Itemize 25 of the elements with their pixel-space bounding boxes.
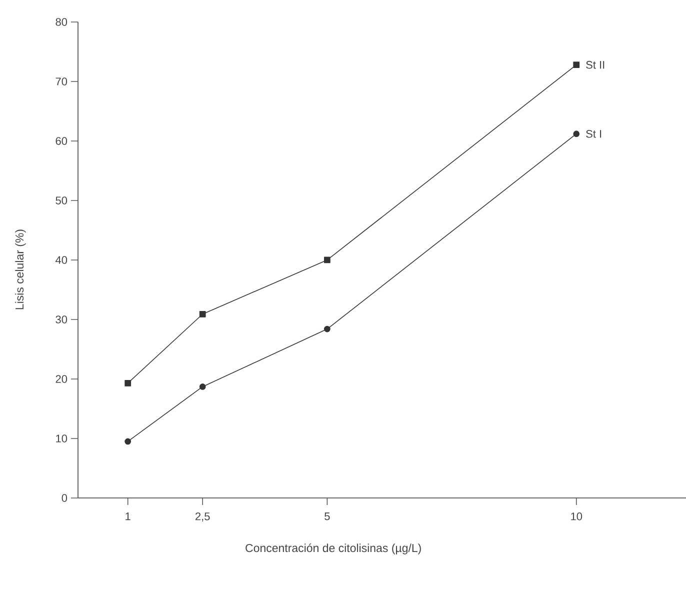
x-tick-label: 1	[126, 512, 130, 520]
y-tick-label: 60	[56, 137, 68, 145]
y-tick-label: 70	[56, 78, 68, 86]
x-tick-label: 2,5	[196, 512, 210, 522]
point	[573, 130, 580, 138]
x-axis-title: Concentración de citolisinas (µg/L)	[246, 544, 421, 554]
point	[124, 380, 132, 386]
x-tick-label: 10	[571, 512, 582, 520]
point	[324, 326, 330, 332]
point	[199, 310, 206, 318]
y-tick-label: 20	[56, 375, 68, 383]
series-label: St II	[586, 60, 604, 69]
y-tick-label: 50	[56, 196, 68, 204]
y-tick-label: 80	[56, 18, 68, 26]
y-tick-label: 0	[62, 494, 68, 502]
y-axis-title: Lisis celular (%)	[15, 230, 26, 310]
series-label: St I	[586, 130, 602, 138]
point	[199, 384, 206, 390]
point	[573, 62, 580, 68]
y-tick-label: 30	[56, 316, 68, 324]
point	[324, 256, 330, 264]
y-tick-label: 40	[56, 256, 68, 264]
point	[124, 438, 132, 445]
y-tick-label: 10	[56, 434, 68, 442]
x-tick-label: 5	[324, 512, 330, 520]
